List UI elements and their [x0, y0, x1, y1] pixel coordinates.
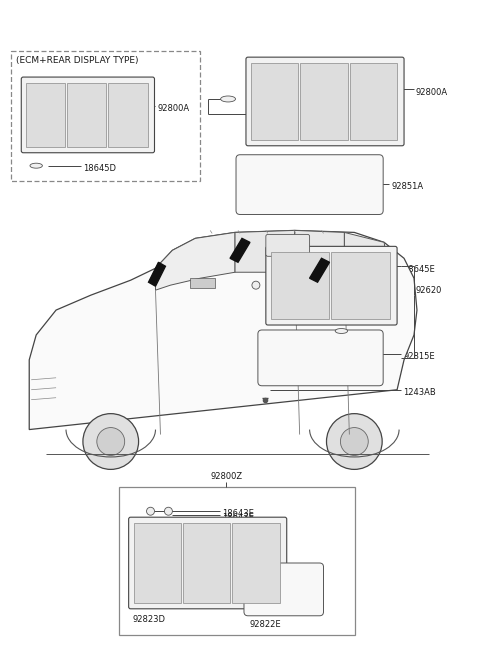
- FancyBboxPatch shape: [236, 155, 383, 215]
- Bar: [67, 83, 107, 147]
- Polygon shape: [230, 238, 250, 262]
- Bar: [280, 274, 305, 284]
- Text: 92800A: 92800A: [416, 87, 448, 96]
- Bar: [183, 523, 230, 603]
- Bar: [26, 83, 65, 147]
- Circle shape: [340, 428, 368, 455]
- Polygon shape: [235, 230, 295, 272]
- FancyBboxPatch shape: [246, 57, 404, 146]
- Text: 18643E: 18643E: [222, 513, 254, 522]
- FancyBboxPatch shape: [129, 517, 287, 609]
- Polygon shape: [310, 258, 329, 282]
- Text: 92815E: 92815E: [403, 352, 435, 361]
- Bar: [332, 253, 390, 319]
- Text: (ECM+REAR DISPLAY TYPE): (ECM+REAR DISPLAY TYPE): [16, 56, 139, 65]
- Polygon shape: [29, 230, 417, 430]
- Circle shape: [97, 428, 125, 455]
- Text: 18645E: 18645E: [403, 265, 435, 274]
- Bar: [190, 278, 215, 288]
- FancyBboxPatch shape: [244, 563, 324, 616]
- Bar: [133, 523, 181, 603]
- FancyBboxPatch shape: [266, 247, 397, 325]
- Text: 92800A: 92800A: [157, 104, 190, 113]
- Polygon shape: [156, 232, 235, 290]
- FancyBboxPatch shape: [21, 77, 155, 153]
- Circle shape: [83, 414, 139, 470]
- Ellipse shape: [335, 329, 348, 333]
- Text: 18645E: 18645E: [256, 112, 288, 121]
- Text: 92620: 92620: [416, 285, 443, 295]
- Polygon shape: [344, 232, 389, 278]
- Circle shape: [165, 507, 172, 515]
- Bar: [350, 63, 397, 140]
- Text: 18643E: 18643E: [222, 508, 254, 518]
- Text: 92823D: 92823D: [132, 615, 166, 624]
- Circle shape: [252, 281, 260, 289]
- Bar: [119, 487, 355, 635]
- Ellipse shape: [221, 96, 236, 102]
- Polygon shape: [148, 262, 166, 286]
- Circle shape: [146, 507, 155, 515]
- Bar: [251, 63, 299, 140]
- FancyBboxPatch shape: [258, 330, 383, 386]
- Bar: [232, 523, 280, 603]
- Ellipse shape: [30, 163, 42, 168]
- Text: 92851A: 92851A: [391, 182, 423, 191]
- Text: 18645D: 18645D: [83, 164, 116, 173]
- Circle shape: [326, 414, 382, 470]
- Text: 92822E: 92822E: [250, 620, 282, 628]
- Text: 1243AB: 1243AB: [403, 388, 436, 398]
- Text: 92800Z: 92800Z: [210, 472, 242, 482]
- Bar: [271, 253, 329, 319]
- Polygon shape: [295, 230, 344, 272]
- Bar: [300, 63, 348, 140]
- FancyBboxPatch shape: [266, 234, 310, 256]
- Bar: [108, 83, 147, 147]
